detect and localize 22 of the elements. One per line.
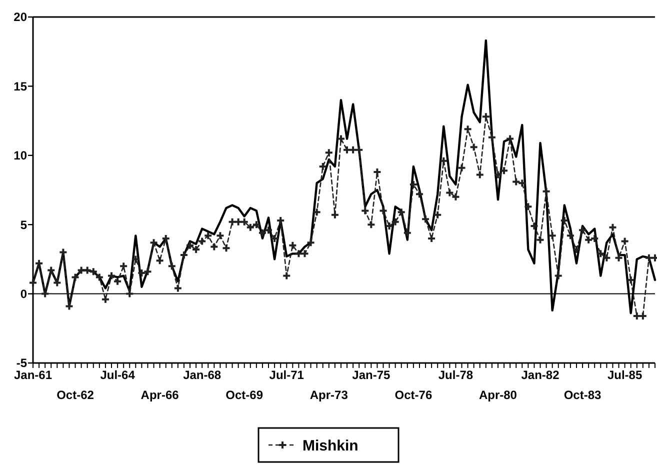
y-tick-label: 0 bbox=[20, 287, 28, 301]
x-tick-label: Jul-78 bbox=[438, 368, 474, 382]
y-tick-label: 20 bbox=[14, 10, 28, 24]
y-tick-label: 5 bbox=[20, 218, 28, 232]
x-tick-label: Jul-64 bbox=[100, 368, 136, 382]
x-tick-label: Jan-61 bbox=[14, 368, 52, 382]
y-tick-label: -5 bbox=[16, 356, 28, 370]
x-tick-label: Apr-73 bbox=[310, 388, 348, 402]
legend-label: Mishkin bbox=[302, 437, 358, 454]
x-tick-label: Apr-80 bbox=[478, 388, 518, 402]
x-tick-label: Jan-82 bbox=[521, 368, 560, 382]
y-tick-label: 10 bbox=[14, 148, 28, 163]
x-tick-label: Jan-68 bbox=[183, 368, 222, 382]
x-tick-label: Jul-85 bbox=[607, 368, 642, 382]
x-tick-label: Jul-71 bbox=[269, 368, 304, 382]
x-tick-label: Oct-62 bbox=[56, 388, 94, 402]
y-tick-label: 15 bbox=[14, 79, 28, 94]
x-tick-label: Jan-75 bbox=[352, 368, 391, 382]
x-tick-label: Apr-66 bbox=[140, 388, 180, 402]
x-tick-label: Oct-76 bbox=[394, 388, 432, 402]
x-tick-label: Oct-83 bbox=[564, 388, 602, 402]
x-tick-label: Oct-69 bbox=[226, 388, 264, 402]
